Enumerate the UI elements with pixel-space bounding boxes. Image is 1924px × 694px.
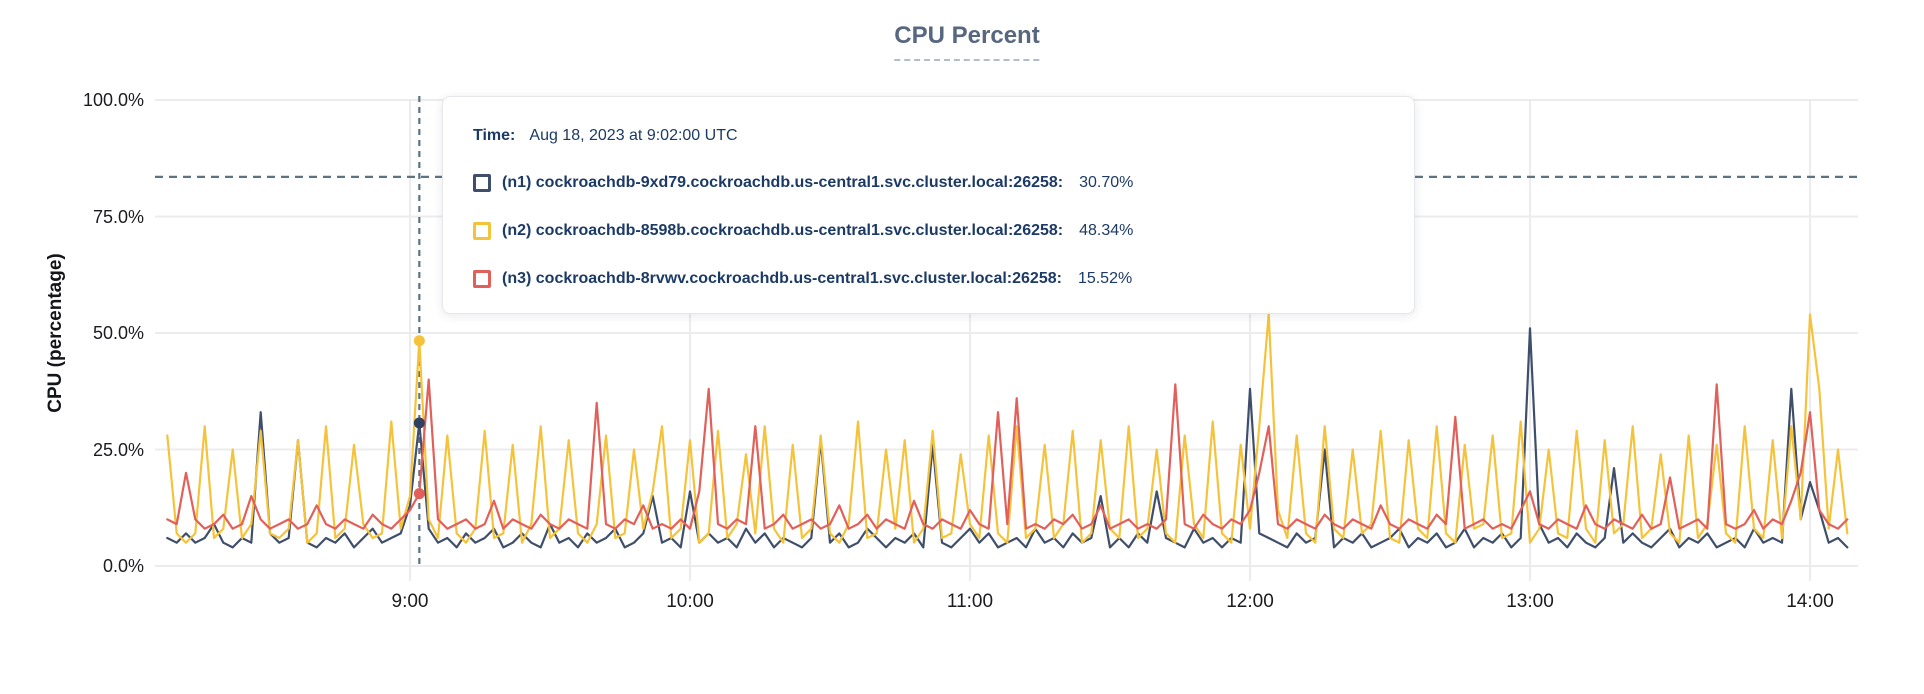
y-tick-label: 75.0% [92, 206, 144, 227]
x-tick-label: 9:00 [391, 591, 429, 612]
tooltip-series-row: (n3) cockroachdb-8rvwv.cockroachdb.us-ce… [473, 266, 1390, 292]
tooltip-time-label: Time: [473, 127, 516, 144]
hover-dot-n2 [413, 335, 425, 347]
hover-tooltip: Time: Aug 18, 2023 at 9:02:00 UTC (n1) c… [442, 96, 1415, 314]
series-swatch-icon [473, 270, 491, 288]
x-tick-label: 13:00 [1506, 591, 1554, 612]
series-name: (n1) cockroachdb-9xd79.cockroachdb.us-ce… [502, 174, 1064, 191]
x-tick-label: 10:00 [666, 591, 714, 612]
tooltip-time-value: Aug 18, 2023 at 9:02:00 UTC [529, 127, 738, 144]
tooltip-series-rows: (n1) cockroachdb-9xd79.cockroachdb.us-ce… [473, 170, 1390, 292]
series-value: 15.52% [1077, 270, 1133, 287]
tooltip-time-row: Time: Aug 18, 2023 at 9:02:00 UTC [473, 123, 1390, 149]
y-tick-label: 50.0% [92, 323, 144, 343]
series-name: (n3) cockroachdb-8rvwv.cockroachdb.us-ce… [502, 270, 1062, 287]
series-swatch-icon [473, 222, 491, 240]
series-name: (n2) cockroachdb-8598b.cockroachdb.us-ce… [502, 222, 1064, 239]
series-swatch-icon [473, 174, 491, 192]
tooltip-series-row: (n1) cockroachdb-9xd79.cockroachdb.us-ce… [473, 170, 1390, 196]
series-value: 30.70% [1079, 174, 1134, 191]
hover-dot-n1 [413, 417, 425, 429]
chart-title: CPU Percent [894, 22, 1040, 61]
x-tick-label: 14:00 [1786, 591, 1834, 612]
series-line-n3 [166, 378, 1849, 530]
y-tick-label: 100.0% [82, 90, 144, 110]
series-value: 48.34% [1079, 222, 1134, 239]
x-tick-label: 12:00 [1226, 591, 1274, 612]
x-tick-label: 11:00 [946, 591, 994, 612]
y-tick-label: 0.0% [102, 556, 144, 576]
series-line-n2 [166, 313, 1849, 544]
tooltip-series-row: (n2) cockroachdb-8598b.cockroachdb.us-ce… [473, 218, 1390, 244]
y-tick-label: 25.0% [92, 439, 144, 460]
hover-dot-n3 [413, 488, 425, 500]
